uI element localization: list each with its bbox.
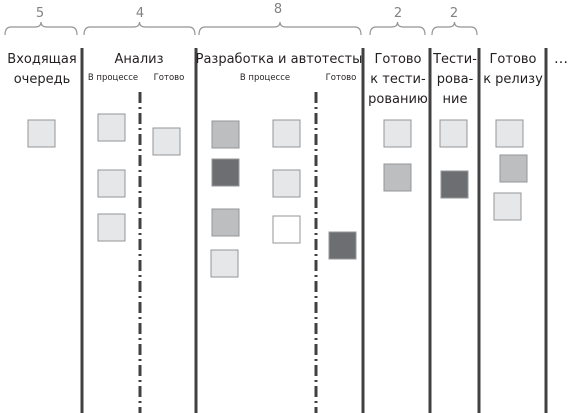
column-title-analysis: Анализ [114, 52, 164, 67]
card-ready-release-3 [493, 192, 522, 221]
wip-brace-dev [198, 21, 362, 36]
wip-brace-ready-test [369, 21, 426, 36]
card-ready-test-1 [383, 119, 412, 148]
wip-limit-dev: 8 [273, 2, 283, 17]
card-testing-1 [439, 119, 468, 148]
card-dev-0-4 [210, 249, 239, 278]
wip-limit-analysis: 4 [135, 6, 145, 21]
column-title-testing: Тести- рова- ние [433, 52, 477, 107]
card-dev-0-5 [272, 119, 301, 148]
column-title-ready-release: Готово к релизу [483, 52, 543, 87]
wip-brace-incoming [4, 21, 78, 36]
card-testing-2 [440, 170, 469, 199]
wip-limit-ready-test: 2 [393, 6, 403, 21]
card-dev-0-3 [211, 208, 240, 237]
wip-brace-analysis [83, 21, 196, 36]
card-dev-0-7 [272, 215, 301, 244]
more-columns-ellipsis: … [554, 51, 568, 67]
card-dev-0-2 [211, 158, 240, 187]
subcolumn-title-dev-in-progress: В процессе [239, 73, 291, 83]
wip-limit-incoming: 5 [35, 6, 45, 21]
card-dev-1-1 [328, 231, 357, 260]
subcolumn-title-dev-done: Готово [325, 73, 357, 83]
card-analysis-1-1 [152, 127, 181, 156]
card-analysis-0-1 [97, 113, 126, 142]
card-analysis-0-3 [97, 213, 126, 242]
card-ready-release-1 [495, 119, 524, 148]
wip-limit-testing: 2 [449, 6, 459, 21]
column-title-incoming: Входящая очередь [7, 52, 77, 87]
card-ready-test-2 [383, 163, 412, 192]
subcolumn-title-analysis-done: Готово [153, 73, 185, 83]
card-analysis-0-2 [97, 169, 126, 198]
card-dev-0-6 [272, 169, 301, 198]
column-title-dev: Разработка и автотесты [195, 52, 363, 67]
card-ready-release-2 [499, 154, 528, 183]
card-dev-0-1 [211, 120, 240, 149]
wip-brace-testing [431, 21, 478, 36]
column-title-ready-test: Готово к тести- рованию [368, 52, 428, 107]
subcolumn-title-analysis-in-progress: В процессе [87, 73, 139, 83]
card-incoming-1 [27, 119, 56, 148]
